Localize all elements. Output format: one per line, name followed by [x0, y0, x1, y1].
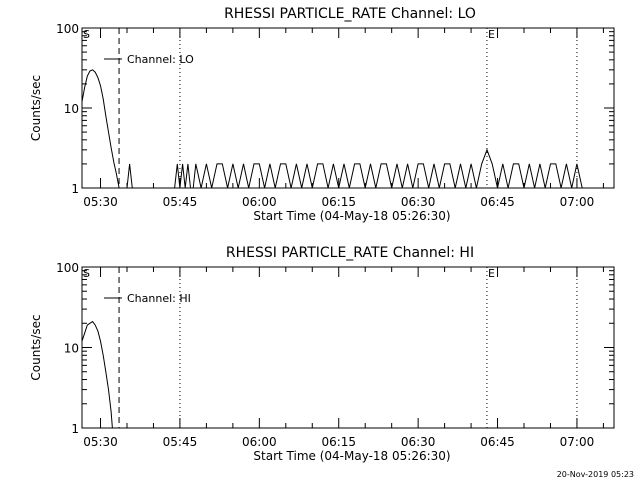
x-tick-label: 06:30 [401, 435, 436, 449]
chart-panel-lo: RHESSI PARTICLE_RATE Channel: LO 1 10 100 Co… [29, 6, 615, 223]
x-tick-label: 06:30 [401, 195, 436, 209]
x-tick-label: 06:00 [242, 435, 277, 449]
series-line-hi [82, 320, 113, 428]
chart-title-hi: RHESSI PARTICLE_RATE Channel: HI [226, 245, 474, 261]
footer-timestamp: 20-Nov-2019 05:23 [556, 470, 634, 479]
time-marker-label: E [488, 267, 495, 280]
y-axis-label-lo: Counts/sec [29, 75, 43, 141]
x-axis-label-lo: Start Time (04-May-18 05:26:30) [253, 209, 450, 223]
x-tick-label: 07:00 [560, 435, 595, 449]
x-tick-label: 06:00 [242, 195, 277, 209]
y-tick-label: 100 [56, 22, 79, 36]
x-axis-label-hi: Start Time (04-May-18 05:26:30) [253, 449, 450, 463]
x-tick-label: 05:30 [83, 435, 118, 449]
legend-label-hi: Channel: HI [127, 292, 191, 305]
x-tick-label: 06:15 [321, 195, 356, 209]
x-tick-label: 05:30 [83, 195, 118, 209]
plot-frame-lo [81, 27, 615, 189]
x-tick-label: 05:45 [163, 435, 198, 449]
x-tick-label: 06:45 [480, 195, 515, 209]
legend-label-lo: Channel: LO [127, 53, 194, 66]
y-tick-label: 10 [64, 102, 79, 116]
y-axis-label-hi: Counts/sec [29, 314, 43, 380]
x-tick-label: 06:45 [480, 435, 515, 449]
y-tick-label: 1 [71, 422, 79, 436]
x-tick-label: 07:00 [560, 195, 595, 209]
time-marker-label: E [488, 28, 495, 41]
chart-panel-hi: RHESSI PARTICLE_RATE Channel: HI 1 10 100 Co… [29, 245, 615, 463]
chart-title-lo: RHESSI PARTICLE_RATE Channel: LO [224, 6, 476, 22]
series-line-lo [82, 69, 583, 188]
time-marker-label: S [83, 267, 90, 280]
time-marker-label: S [83, 28, 90, 41]
x-tick-label: 05:45 [163, 195, 198, 209]
x-tick-label: 06:15 [321, 435, 356, 449]
y-tick-label: 10 [64, 342, 79, 356]
y-tick-label: 1 [71, 182, 79, 196]
y-tick-label: 100 [56, 261, 79, 275]
